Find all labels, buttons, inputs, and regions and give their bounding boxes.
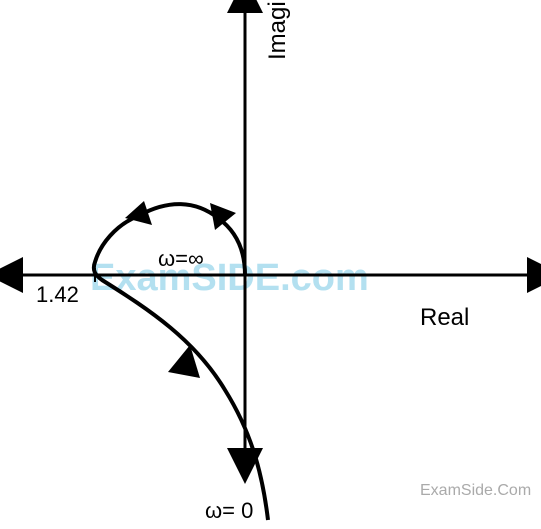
crossing-value: 1.42 bbox=[36, 282, 79, 308]
curve-arrow-2 bbox=[210, 203, 236, 230]
omega-infinity-label: ω=∞ bbox=[158, 246, 204, 272]
watermark-text: ExamSIDE.com bbox=[90, 257, 369, 299]
real-axis-label: Real bbox=[420, 304, 469, 332]
omega-zero-label: ω= 0 bbox=[205, 498, 253, 524]
nyquist-plot: ExamSIDE.com bbox=[0, 0, 541, 529]
imaginary-axis-label: Imaginary bbox=[264, 0, 292, 60]
footer-credit: ExamSide.Com bbox=[420, 482, 531, 500]
